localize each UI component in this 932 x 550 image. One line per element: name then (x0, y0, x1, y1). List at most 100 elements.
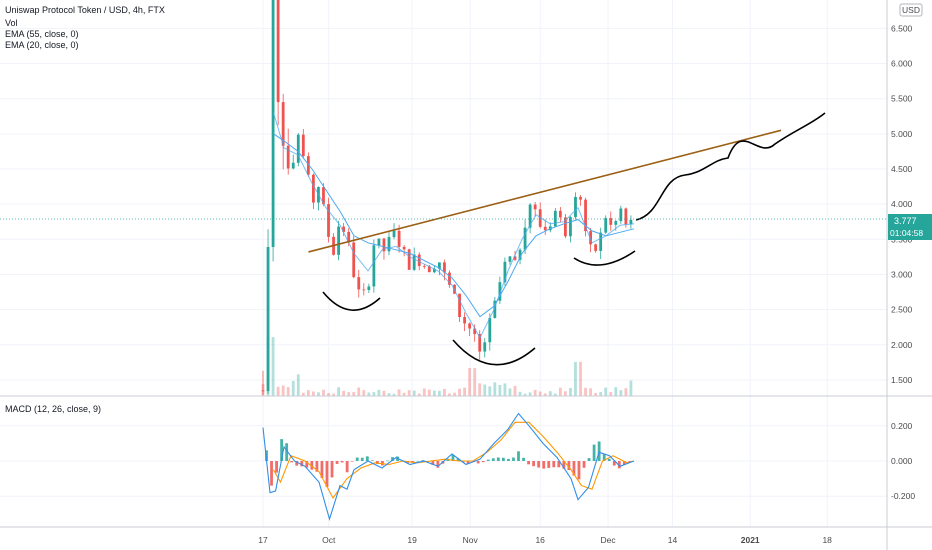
candle-body (493, 300, 497, 318)
macd-histogram-bar (612, 461, 616, 466)
candle-body (579, 196, 582, 200)
macd-axis[interactable]: 0.200 0.000 -0.200 (891, 421, 915, 501)
macd-histogram-bar (547, 461, 551, 468)
indicator-ema20[interactable]: EMA (20, close, 0) (5, 40, 79, 50)
volume-bar (609, 392, 613, 396)
right-shoulder-arc[interactable] (573, 250, 636, 266)
volume-bar (312, 391, 315, 396)
candle-body (574, 196, 577, 218)
macd-histogram-bar (527, 461, 530, 465)
volume-bar (317, 392, 320, 396)
macd-histogram-bar (315, 461, 319, 472)
volume-bar (574, 361, 577, 396)
volume-bar (463, 387, 466, 396)
time-tick-label: 2021 (741, 535, 760, 545)
volume-bar (468, 368, 472, 396)
candle-body (443, 262, 446, 273)
time-axis[interactable]: 17 Oct 19 Nov 16 Dec 14 2021 18 (258, 535, 832, 545)
indicator-ema55[interactable]: EMA (55, close, 0) (5, 29, 79, 39)
candle-body (614, 221, 618, 225)
left-shoulder-arc[interactable] (322, 291, 381, 311)
macd-histogram-bar (386, 460, 389, 462)
macd-histogram-bar (270, 461, 273, 486)
volume-bar (301, 392, 305, 396)
ema55-line (273, 133, 635, 318)
volume-bar (543, 393, 547, 396)
currency-tag[interactable] (899, 3, 923, 17)
volume-bar (448, 393, 451, 396)
macd-histogram-bar (522, 457, 525, 461)
macd-histogram-bar (491, 458, 495, 461)
chart-title[interactable]: Uniswap Protocol Token / USD, 4h, FTX (5, 5, 165, 15)
indicator-vol[interactable]: Vol (5, 18, 18, 28)
head-arc[interactable] (452, 339, 536, 366)
volume-bar (599, 392, 603, 396)
candle-body (291, 162, 295, 169)
volume-bar (619, 390, 623, 396)
price-badge-countdown: 01:04:58 (890, 228, 923, 238)
price-tick-label: 5.500 (891, 94, 913, 104)
candle-body (448, 272, 451, 285)
candle-body (422, 266, 426, 267)
volume-bar (327, 393, 330, 396)
candle-body (543, 226, 547, 231)
volume-bar (548, 391, 552, 396)
volume-bar (367, 392, 371, 396)
volume-bar (382, 390, 386, 396)
volume-bar (579, 361, 582, 396)
volume-bar (432, 390, 436, 396)
macd-histogram-bar (567, 461, 571, 471)
volume-bar (397, 389, 401, 396)
candle-body (619, 208, 623, 222)
macd-histogram-bar (627, 461, 631, 462)
volume-bar (493, 382, 497, 396)
time-tick-label: 17 (258, 535, 268, 545)
candle-body (553, 210, 557, 227)
volume-bar (564, 391, 567, 396)
macd-histogram-bar (512, 457, 515, 461)
projected-path[interactable] (635, 112, 826, 221)
macd-label[interactable]: MACD (12, 26, close, 9) (5, 404, 102, 414)
price-tick-label: 2.500 (891, 305, 913, 315)
macd-histogram-bar (562, 461, 566, 469)
macd-histogram-bar (436, 461, 440, 468)
volume-bar (508, 388, 512, 396)
user-drawings (308, 112, 826, 366)
macd-histogram-bar (597, 441, 601, 461)
macd-histogram-bar (602, 454, 606, 461)
candle-body (276, 0, 280, 103)
volume-bar (286, 387, 290, 396)
candle-body (312, 174, 315, 203)
price-candles (261, 0, 633, 396)
macd-histogram-bar (345, 461, 349, 473)
macd-histogram-bar (365, 456, 369, 461)
macd-signal-line (273, 421, 635, 500)
time-tick-label: 18 (822, 535, 832, 545)
volume-bar (372, 392, 376, 396)
price-axis[interactable]: 1.5002.0002.5003.0003.5004.0004.5005.000… (891, 23, 913, 385)
macd-histogram-bar (552, 461, 556, 468)
volume-bar (337, 387, 340, 396)
candle-body (322, 187, 325, 205)
volume-bar (402, 392, 406, 396)
macd-histogram-bar (501, 457, 505, 461)
time-tick-label: 16 (535, 535, 545, 545)
candle-body (327, 204, 330, 237)
neckline-trendline[interactable] (308, 129, 782, 253)
volume-bar (357, 387, 361, 396)
macd-histogram-bar (360, 457, 364, 461)
macd-histogram-bar (617, 461, 621, 469)
volume-bar (453, 392, 456, 396)
price-badge-value: 3.777 (894, 216, 917, 226)
candle-body (296, 134, 300, 163)
volume-bar (569, 388, 572, 396)
macd-tick-label: 0.000 (891, 456, 913, 466)
macd-histogram-bar (587, 458, 591, 461)
price-tick-label: 3.000 (891, 269, 913, 279)
volume-bar (306, 390, 310, 396)
price-tick-label: 6.000 (891, 59, 913, 69)
volume-bar (538, 391, 542, 396)
macd-histogram-bar (607, 458, 611, 461)
candle-body (367, 286, 371, 290)
